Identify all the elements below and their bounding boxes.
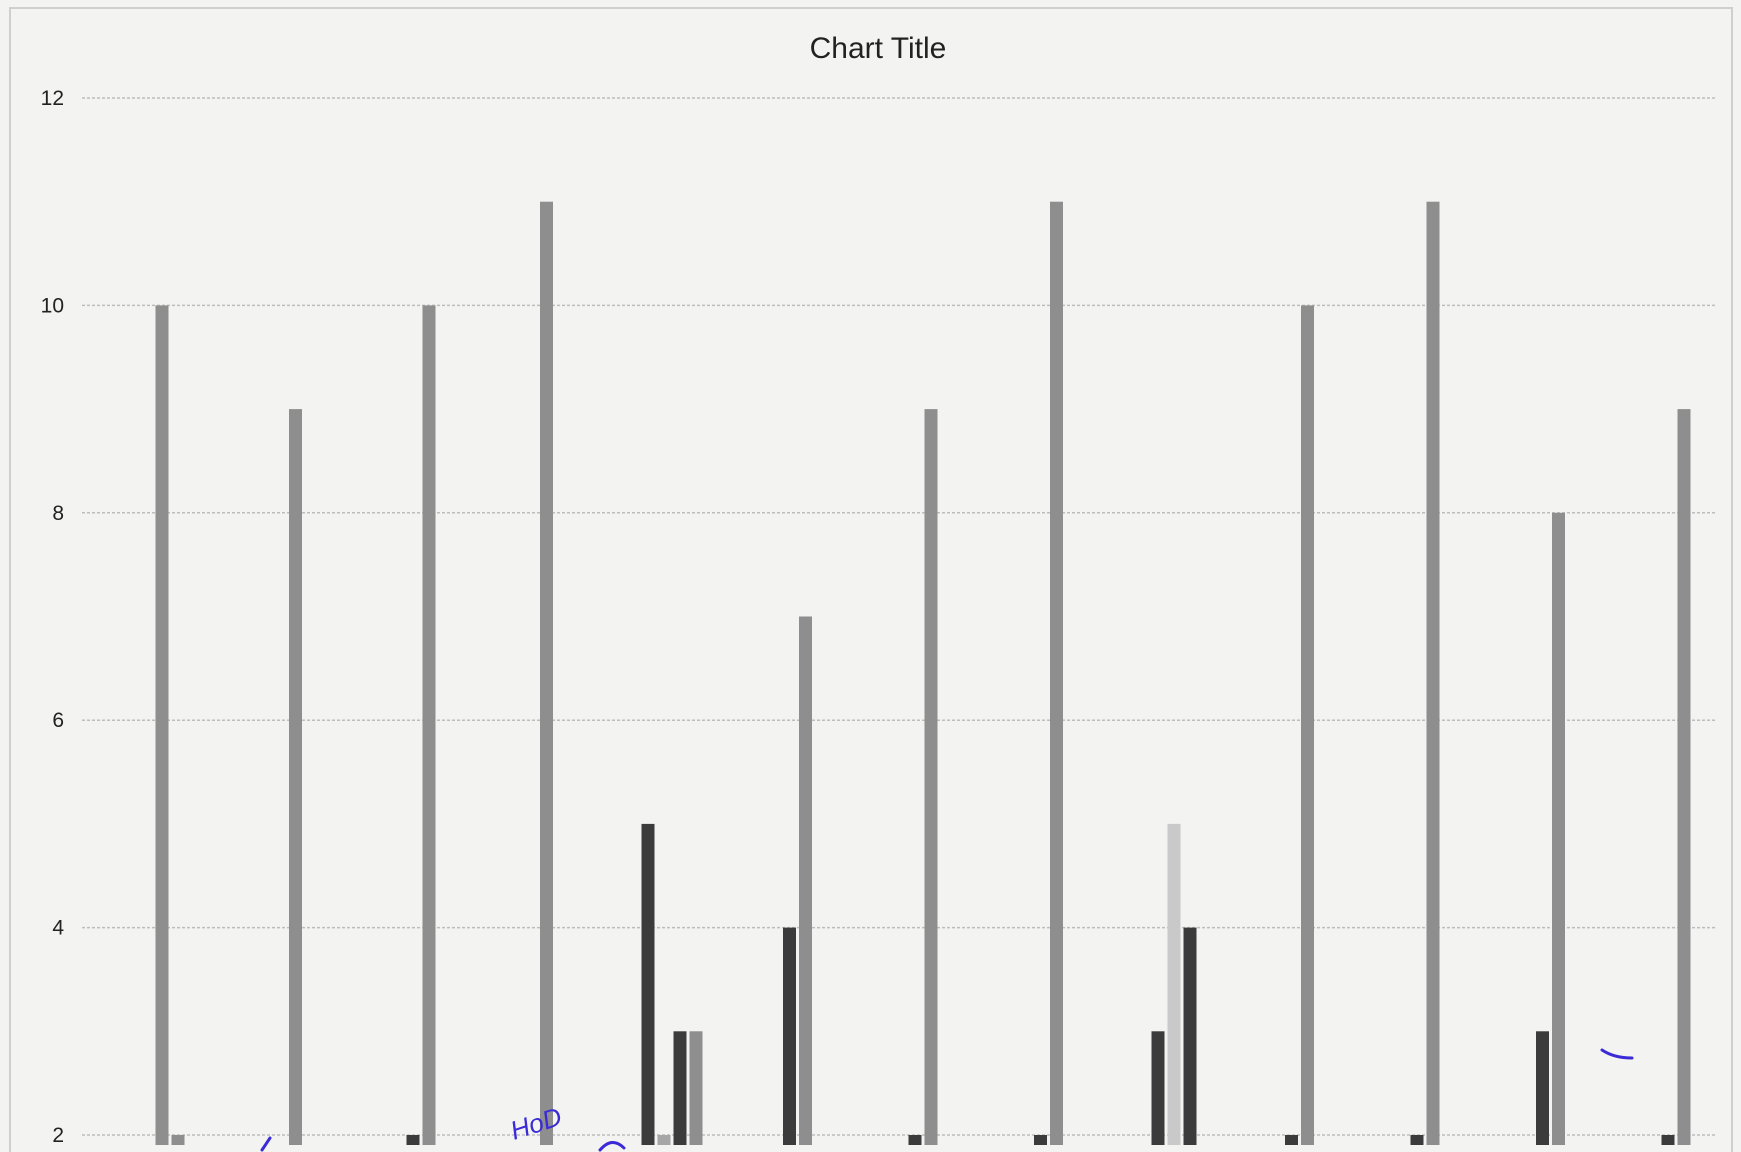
bar [783,927,796,1145]
annotation-stroke [598,1141,626,1152]
bar [1677,409,1691,1146]
bar [155,305,169,1145]
bar-group [908,409,938,1146]
bar [1183,927,1197,1145]
bar-group [406,305,436,1145]
y-tick-label: 6 [52,709,64,732]
bar-group [1410,201,1440,1145]
bar [1167,823,1181,1145]
bar [689,1031,703,1145]
y-tick-label: 8 [52,502,64,525]
bar [1301,305,1314,1145]
bar [641,823,655,1145]
annotation-text: HoD [507,1101,566,1146]
bar [799,616,812,1145]
y-tick-label: 4 [52,917,64,940]
bar [1552,512,1565,1145]
annotation-stroke [260,1136,272,1152]
bar [422,305,436,1145]
chart-title: Chart Title [810,32,947,65]
bar [289,409,302,1146]
y-tick-label: 10 [41,294,64,317]
bars [155,201,1691,1146]
bar-group [155,305,185,1145]
bar [924,409,938,1146]
bar-group [540,201,553,1145]
bar-group [783,616,812,1145]
annotation-stroke [1600,1048,1634,1060]
bar [1050,201,1063,1145]
bar [1410,1135,1424,1145]
bar [1034,1135,1047,1145]
y-tick-label: 12 [41,87,64,110]
bar [406,1135,420,1145]
bar [657,1135,671,1145]
bar-group [1285,305,1314,1145]
bar [1151,1031,1165,1145]
bar [908,1135,922,1145]
bar-group [289,409,302,1146]
y-tick-label: 2 [52,1124,64,1147]
chart-frame [9,7,1733,1152]
bar-group [1034,201,1063,1145]
bar-group [1151,823,1197,1145]
bar [1661,1135,1675,1145]
bar [1285,1135,1298,1145]
bar-group [1536,512,1565,1145]
bar [540,201,553,1145]
bar-group [641,823,703,1145]
y-axis-ticks: 2 4 6 8 10 12 [41,87,65,1147]
bar [673,1031,687,1145]
bar-group [1661,409,1691,1146]
bar [171,1135,185,1145]
gridlines [82,97,1716,1136]
bar [1536,1031,1549,1145]
bar [1426,201,1440,1145]
